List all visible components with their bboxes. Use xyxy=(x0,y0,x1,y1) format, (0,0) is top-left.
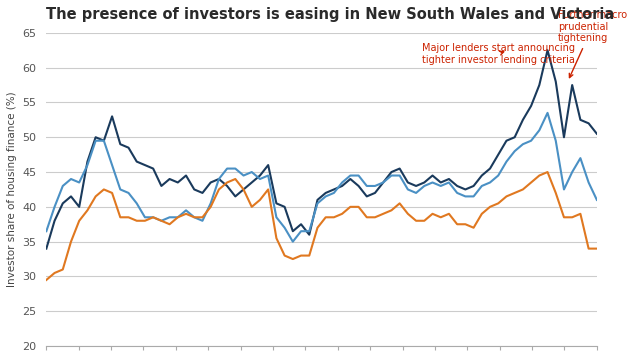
Text: Further macro
prudential
tightening: Further macro prudential tightening xyxy=(558,10,627,78)
Y-axis label: Investor share of housing finance (%): Investor share of housing finance (%) xyxy=(7,92,17,287)
Text: The presence of investors is easing in New South Wales and Victoria: The presence of investors is easing in N… xyxy=(47,7,614,22)
Text: Major lenders start announcing
tighter investor lending criteria: Major lenders start announcing tighter i… xyxy=(422,43,575,65)
